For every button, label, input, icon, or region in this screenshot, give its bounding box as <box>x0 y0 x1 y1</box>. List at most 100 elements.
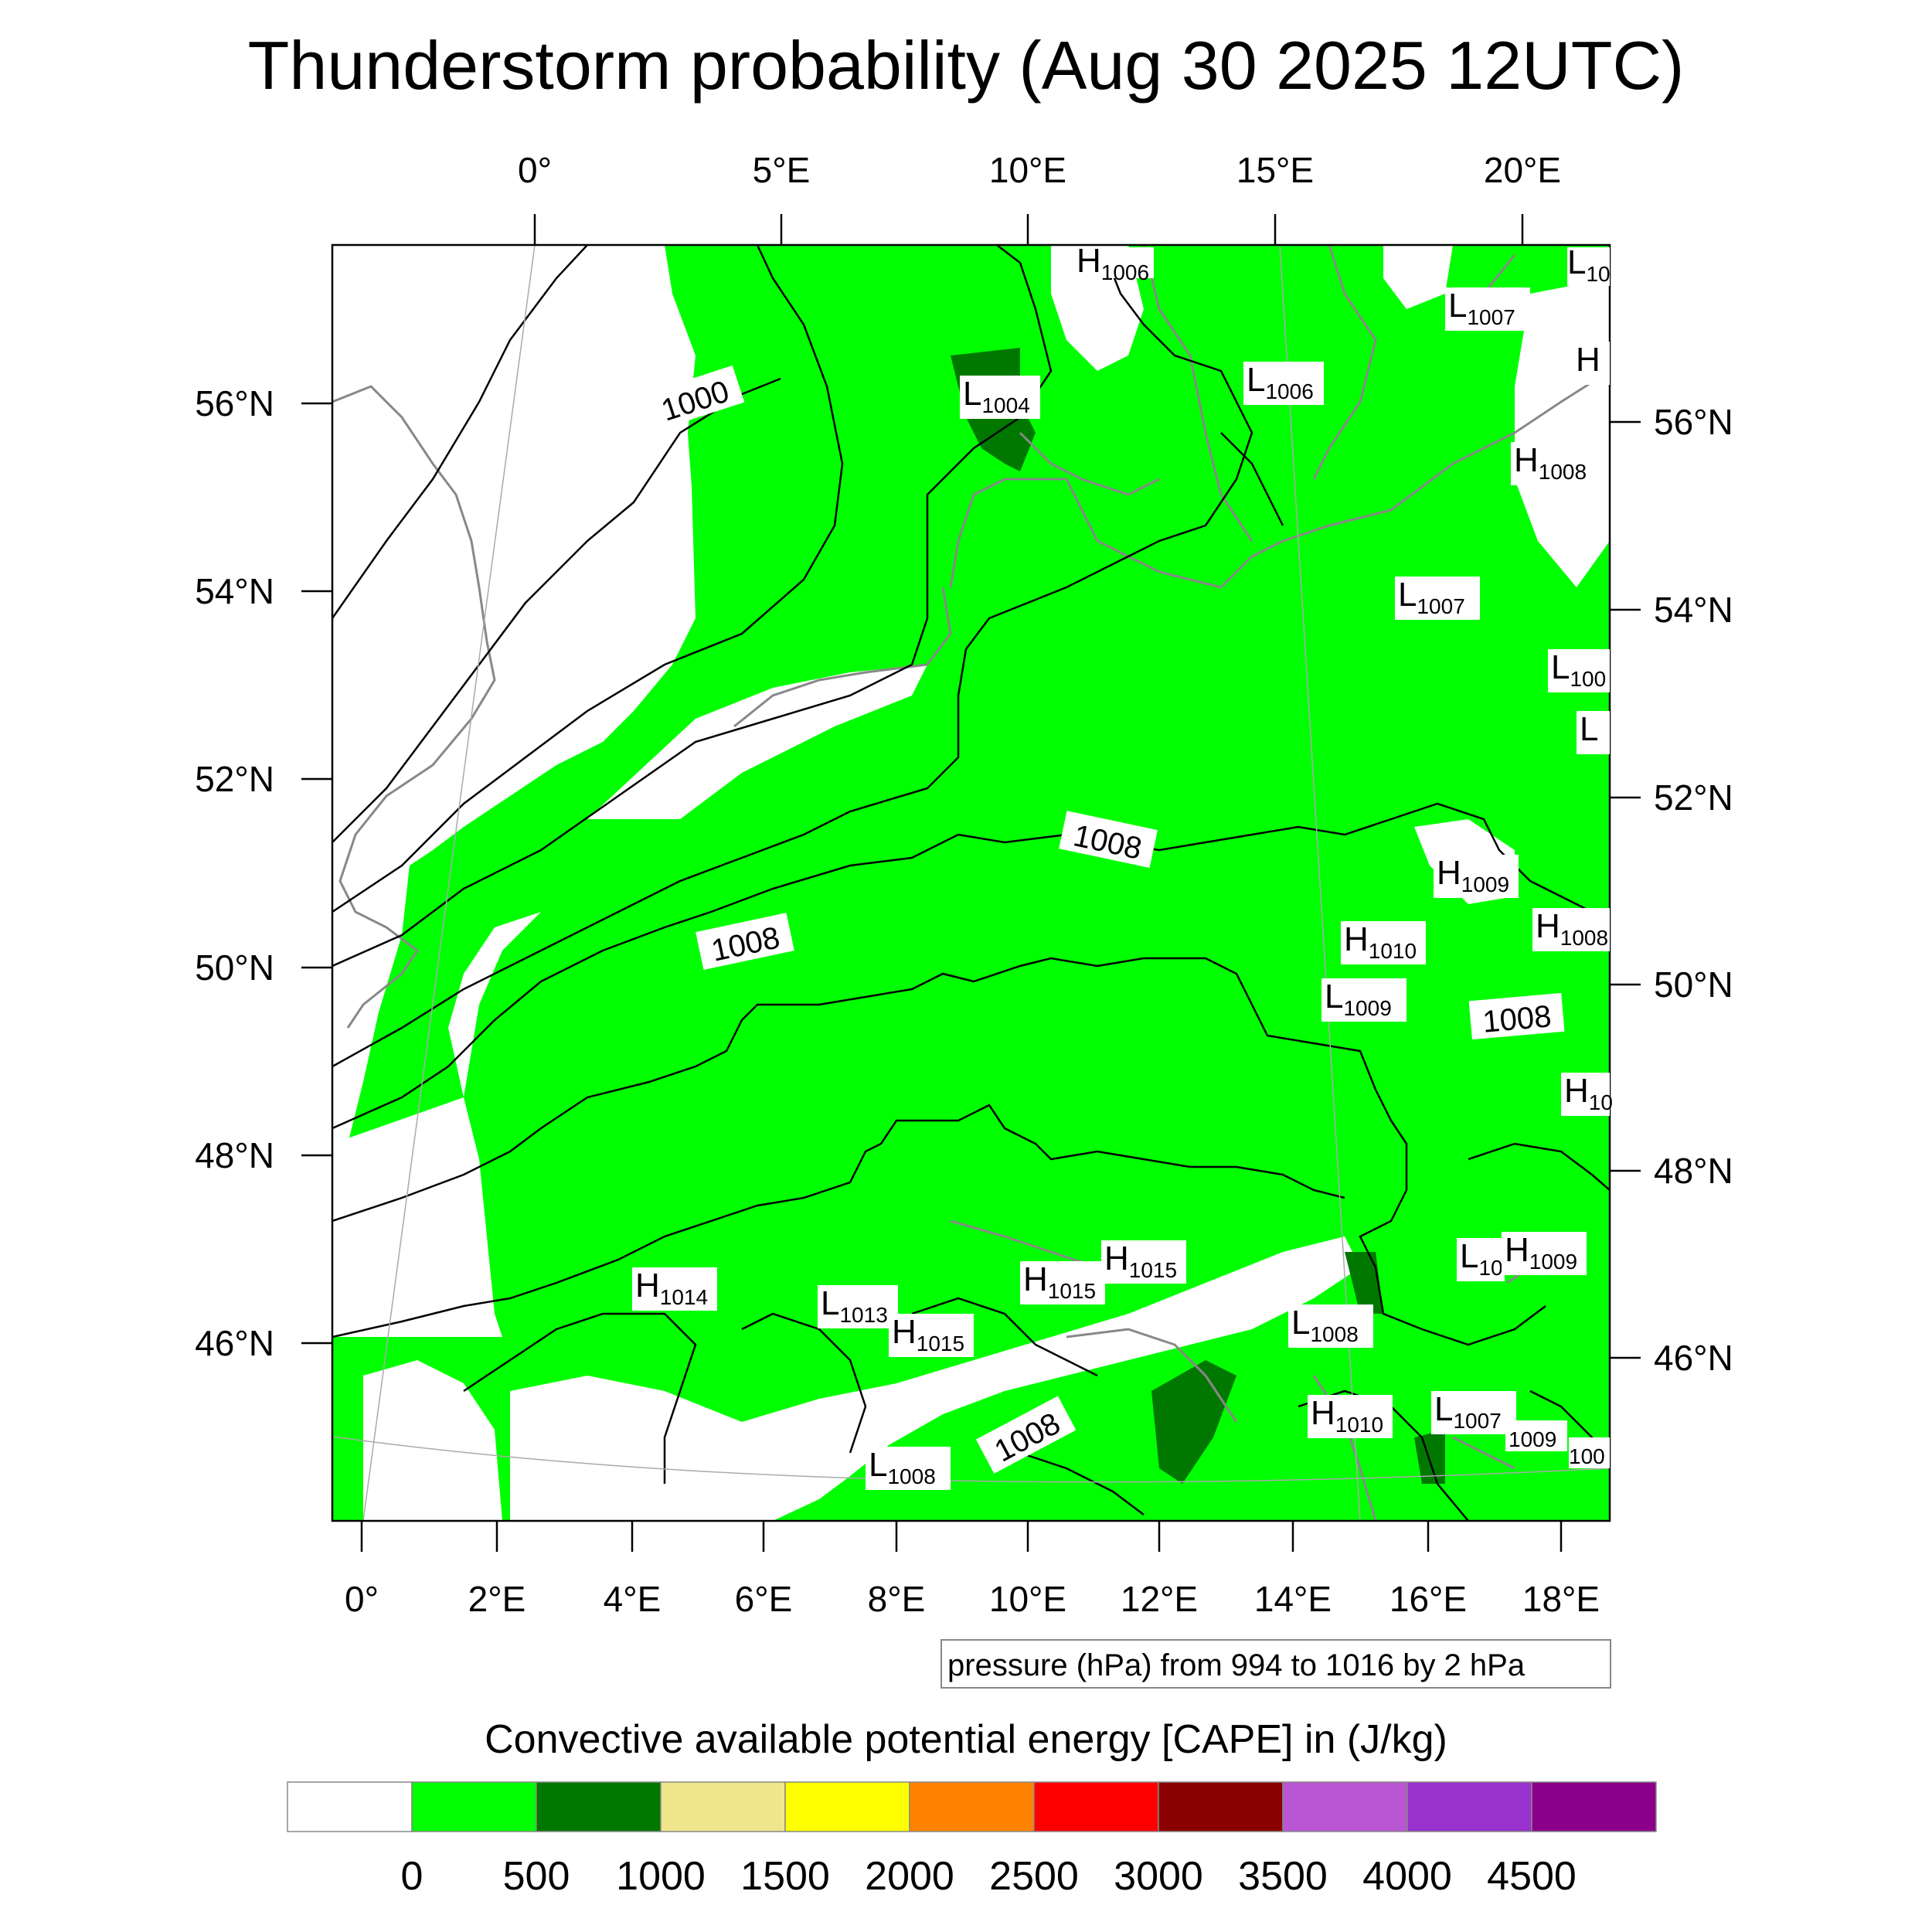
colorbar-tick-label: 500 <box>503 1854 570 1899</box>
colorbar-tick-label: 2000 <box>865 1854 954 1899</box>
colorbar-swatch <box>784 1781 910 1832</box>
pressure-center-label: H1009 <box>1502 1231 1587 1275</box>
pressure-center-label: H1010 <box>1341 920 1426 964</box>
no-cape-region-west <box>332 245 696 1144</box>
pressure-center-label: 100 <box>1569 1437 1610 1468</box>
svg-text:H1010: H1010 <box>1311 1394 1383 1437</box>
colorbar-tick-label: 2500 <box>989 1854 1079 1899</box>
pressure-center-label: 1009 <box>1505 1420 1567 1451</box>
no-cape-region-southwest <box>363 1360 502 1521</box>
svg-text:H1014: H1014 <box>635 1267 708 1309</box>
pressure-center-label: L10 <box>1567 243 1611 286</box>
svg-text:100: 100 <box>1569 1444 1605 1468</box>
colorbar-swatch <box>536 1781 662 1832</box>
contour-note-box <box>940 1639 1611 1689</box>
left-lat-label: 46°N <box>195 1323 274 1363</box>
bottom-lon-label: 6°E <box>735 1579 793 1619</box>
left-lat-label: 50°N <box>195 947 274 988</box>
colorbar-swatch <box>1033 1781 1159 1832</box>
svg-text:L1008: L1008 <box>1291 1304 1359 1346</box>
top-lon-label: 20°E <box>1484 150 1561 190</box>
pressure-center-label: H1015 <box>1101 1240 1186 1284</box>
pressure-center-label: H1015 <box>889 1313 974 1357</box>
axis-ticks <box>301 214 1641 1552</box>
pressure-center-label: L1007 <box>1395 576 1480 620</box>
bottom-lon-label: 16°E <box>1389 1579 1467 1619</box>
svg-text:L: L <box>1580 710 1598 748</box>
colorbar-tick-labels: 0 500 1000 1500 2000 2500 3000 3500 4000 4500 <box>401 1854 1577 1899</box>
colorbar-tick-label: 1000 <box>616 1854 706 1899</box>
colorbar-swatch <box>660 1781 786 1832</box>
svg-text:L10: L10 <box>1460 1237 1503 1280</box>
left-lat-label: 48°N <box>195 1135 274 1175</box>
cape-500-1000-hungary <box>1414 1430 1445 1484</box>
right-lat-label: 50°N <box>1654 964 1733 1005</box>
svg-text:H1009: H1009 <box>1437 854 1509 896</box>
pressure-center-label: L <box>1577 710 1610 754</box>
colorbar-swatch <box>287 1781 413 1832</box>
bottom-lon-label: 4°E <box>604 1579 662 1619</box>
no-cape-region-scandinavia <box>1383 245 1453 309</box>
colorbar-swatch <box>1406 1781 1532 1832</box>
svg-text:L1007: L1007 <box>1434 1390 1502 1433</box>
svg-text:H1015: H1015 <box>892 1313 964 1355</box>
svg-text:H1015: H1015 <box>1104 1240 1177 1282</box>
colorbar-swatch <box>1158 1781 1284 1832</box>
map-title: Thunderstorm probability (Aug 30 2025 12… <box>248 27 1685 104</box>
svg-text:H1006: H1006 <box>1077 242 1149 284</box>
bottom-lon-label: 8°E <box>868 1579 926 1619</box>
colorbar-tick-label: 3500 <box>1238 1854 1328 1899</box>
pressure-center-label: H10 <box>1561 1072 1613 1116</box>
top-lon-label: 15°E <box>1236 150 1314 190</box>
top-lon-label: 10°E <box>989 150 1066 190</box>
pressure-center-label: L100 <box>1548 648 1610 692</box>
left-lat-label: 54°N <box>195 571 274 611</box>
right-lat-label: 56°N <box>1654 402 1733 442</box>
svg-text:H10: H10 <box>1564 1072 1613 1114</box>
pressure-center-label: H1008 <box>1532 907 1610 951</box>
bottom-lon-label: 12°E <box>1121 1579 1198 1619</box>
pressure-center-label: H1009 <box>1434 854 1519 898</box>
bottom-lon-label: 0° <box>345 1579 379 1619</box>
colorbar-tick-label: 4500 <box>1487 1854 1577 1899</box>
colorbar <box>287 1781 1657 1832</box>
svg-text:H1015: H1015 <box>1023 1260 1096 1303</box>
pressure-center-label: L1009 <box>1321 978 1406 1022</box>
plot-frame <box>331 243 1611 1522</box>
svg-text:H1009: H1009 <box>1505 1231 1577 1274</box>
pressure-center-label: H1006 <box>1077 242 1154 284</box>
no-cape-region-west-lower <box>332 1097 502 1337</box>
svg-text:L1006: L1006 <box>1247 361 1314 403</box>
svg-text:H: H <box>1576 341 1600 379</box>
svg-text:L1007: L1007 <box>1398 576 1465 618</box>
pressure-center-label: L1006 <box>1243 361 1324 405</box>
svg-text:L1008: L1008 <box>869 1446 936 1488</box>
svg-text:H1008: H1008 <box>1514 441 1587 484</box>
svg-text:L1009: L1009 <box>1325 978 1392 1020</box>
svg-text:L1007: L1007 <box>1448 287 1515 329</box>
bottom-lon-label: 2°E <box>468 1579 526 1619</box>
svg-text:1008: 1008 <box>1481 999 1553 1039</box>
colorbar-swatch <box>909 1781 1035 1832</box>
bottom-lon-label: 14°E <box>1254 1579 1332 1619</box>
svg-text:L1013: L1013 <box>821 1284 888 1327</box>
left-lat-label: 52°N <box>195 759 274 799</box>
colorbar-swatch <box>1531 1781 1657 1832</box>
pressure-center-label: L1008 <box>866 1446 951 1490</box>
svg-text:H1008: H1008 <box>1536 907 1608 950</box>
isobar-label-1008: 1008 <box>1468 992 1565 1040</box>
pressure-system-labels: H1006 L10 L1007 L1004 L1006 H H1008 L100… <box>632 242 1613 1490</box>
colorbar-tick-label: 3000 <box>1114 1854 1203 1899</box>
svg-text:L100: L100 <box>1551 648 1606 691</box>
contour-note: pressure (hPa) from 994 to 1016 by 2 hPa <box>947 1648 1526 1682</box>
right-lat-label: 46°N <box>1654 1338 1733 1378</box>
pressure-center-label: H1015 <box>1020 1260 1105 1304</box>
isobar-label-1008: 1008 <box>696 913 794 971</box>
pressure-center-label: L1008 <box>1288 1304 1373 1348</box>
pressure-center-label: H1008 <box>1511 441 1596 485</box>
bottom-lon-label: 18°E <box>1522 1579 1600 1619</box>
pressure-center-label: H1014 <box>632 1267 717 1311</box>
top-lon-label: 0° <box>518 150 552 190</box>
top-lon-label: 5°E <box>753 150 811 190</box>
